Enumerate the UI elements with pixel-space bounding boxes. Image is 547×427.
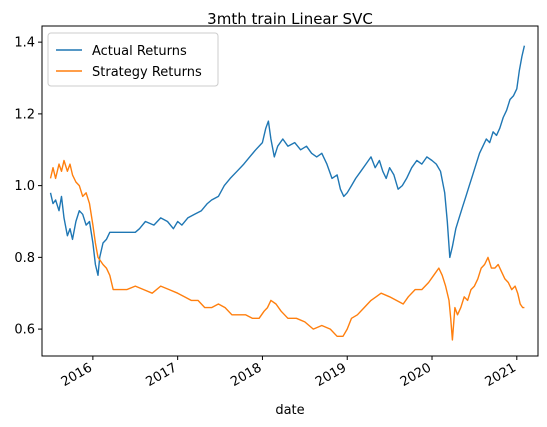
plot-area-frame (41, 25, 539, 357)
legend-box (47, 32, 219, 87)
x-axis-title: date (275, 403, 304, 418)
y-tick-label: 0.8 (14, 251, 35, 266)
legend-label-strategy-returns: Strategy Returns (92, 65, 202, 80)
y-tick-label: 1.4 (14, 36, 35, 51)
legend-label-actual-returns: Actual Returns (92, 44, 187, 59)
y-tick-label: 1.2 (14, 107, 35, 122)
y-tick-label: 1.0 (14, 179, 35, 194)
series-layer (49, 45, 526, 341)
chart-title: 3mth train Linear SVC (207, 10, 373, 28)
series-line-actual-returns (49, 45, 526, 276)
series-line-strategy-returns (49, 159, 525, 341)
y-axis: 0.6 0.8 1.0 1.2 1.4 (14, 36, 42, 338)
y-tick-label: 0.6 (14, 323, 35, 338)
legend: Actual Returns Strategy Returns (47, 32, 219, 87)
